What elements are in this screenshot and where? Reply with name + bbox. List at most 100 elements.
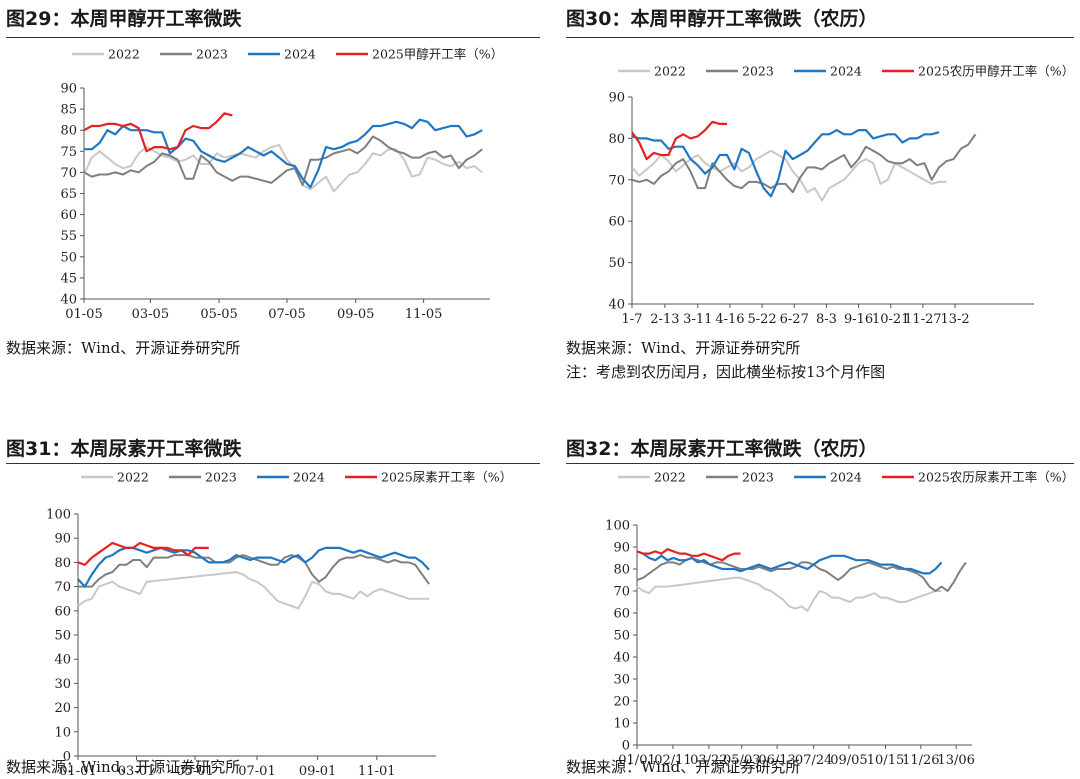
title-rule [6, 463, 540, 464]
series-line-2023 [83, 135, 483, 187]
series-line-2025 [77, 541, 209, 566]
chart-fig29: 40 45 50 55 60 65 70 75 80 85 90 01-05 03-05 05-05 07-… [60, 47, 503, 323]
y-tick-label: 60 [60, 208, 77, 223]
chart-fig31: 0 10 20 30 40 50 60 70 80 90 100 01-01 03-01 05-01 07-… [46, 470, 512, 779]
source-note: 数据来源：Wind、开源证券研究所 [6, 758, 241, 776]
legend-entry: 2022 [108, 47, 140, 62]
y-tick-label: 90 [54, 532, 71, 547]
x-tick-label: 6-27 [780, 312, 809, 327]
y-tick-label: 100 [605, 519, 630, 534]
y-tick-label: 0 [63, 750, 71, 765]
x-tick-label: 01/01 [618, 753, 655, 768]
x-tick-label: 3-11 [683, 312, 712, 327]
chart-title: 图29：本周甲醇开工率微跌 [6, 8, 242, 30]
y-tick-label: 30 [54, 677, 71, 692]
chart-title: 图30：本周甲醇开工率微跌（农历） [566, 8, 878, 30]
x-tick-label: 02/11 [654, 753, 691, 768]
legend-entry: 2024 [830, 64, 862, 79]
x-tick-label: 1-7 [622, 312, 643, 327]
y-tick-label: 80 [608, 132, 625, 147]
legend-entry: 2024 [284, 47, 316, 62]
chart-fig32: 0 10 20 30 40 50 60 70 80 90 100 01/0102/1103/2205/… [605, 470, 1074, 769]
legend-entry: 2025农历甲醇开工率（%） [918, 64, 1074, 79]
footnote: 注：考虑到农历闰月，因此横坐标按13个月作图 [566, 363, 886, 381]
legend-entry: 2023 [742, 64, 774, 79]
x-tick-label: 03-01 [118, 764, 155, 779]
legend-entry: 2022 [654, 470, 686, 485]
title-rule [566, 463, 1074, 464]
y-tick-label: 70 [608, 173, 625, 188]
x-tick-label: 03-05 [132, 307, 169, 322]
x-tick-label: 10/15 [867, 753, 904, 768]
y-tick-label: 100 [46, 508, 71, 523]
y-tick-label: 50 [54, 629, 71, 644]
y-tick-label: 70 [613, 585, 630, 600]
x-tick-label: 05/03 [723, 753, 760, 768]
y-tick-label: 55 [60, 229, 77, 244]
legend-entry: 2022 [117, 470, 149, 485]
x-tick-label: 05-05 [200, 307, 237, 322]
x-tick-label: 8-3 [816, 312, 837, 327]
x-tick-label: 4-16 [715, 312, 744, 327]
series-line-2023 [636, 557, 967, 592]
x-tick-label: 06/13 [758, 753, 795, 768]
y-tick-label: 60 [613, 607, 630, 622]
y-tick-label: 60 [54, 604, 71, 619]
x-tick-label: 07/24 [795, 753, 832, 768]
series-line-2024 [636, 550, 943, 575]
chart-title: 图32：本周尿素开工率微跌（农历） [566, 438, 878, 460]
x-tick-label: 09/05 [830, 753, 867, 768]
source-note: 数据来源：Wind、开源证券研究所 [566, 758, 801, 776]
y-tick-label: 65 [60, 187, 77, 202]
legend-entry: 2023 [205, 470, 237, 485]
y-tick-label: 40 [613, 651, 630, 666]
y-tick-label: 80 [60, 124, 77, 139]
legend-entry: 2024 [293, 470, 325, 485]
y-tick-label: 0 [622, 739, 630, 754]
y-tick-label: 30 [613, 673, 630, 688]
y-tick-label: 20 [54, 701, 71, 716]
x-tick-label: 07-05 [268, 307, 305, 322]
y-tick-label: 50 [60, 250, 77, 265]
legend-entry: 2022 [654, 64, 686, 79]
y-tick-label: 60 [608, 215, 625, 230]
x-tick-label: 13-2 [940, 312, 969, 327]
panel-fig29: 图29：本周甲醇开工率微跌 40 45 50 55 60 65 70 75 80 85 90 01-0… [6, 0, 540, 370]
legend-entry: 2025农历尿素开工率（%） [918, 470, 1074, 485]
y-tick-label: 90 [60, 82, 77, 97]
x-tick-label: 03/22 [690, 753, 727, 768]
y-tick-label: 40 [60, 293, 77, 308]
x-tick-label: 05-01 [176, 764, 213, 779]
y-tick-label: 40 [54, 653, 71, 668]
x-tick-label: 01-05 [65, 307, 102, 322]
panel-fig32: 图32：本周尿素开工率微跌（农历） 0 10 20 30 40 50 60 70 80 90 100… [566, 430, 1080, 779]
legend-entry: 2024 [830, 470, 862, 485]
title-rule [566, 37, 1074, 38]
panel-fig31: 图31：本周尿素开工率微跌 0 10 20 30 40 50 60 70 80 90 100 01-0… [6, 430, 540, 779]
series-line-2025 [636, 548, 741, 562]
series-line-2024 [631, 128, 940, 198]
x-tick-label: 13/06 [937, 753, 974, 768]
y-tick-label: 50 [608, 256, 625, 271]
legend-entry: 2025甲醇开工率（%） [372, 47, 503, 62]
chart-title: 图31：本周尿素开工率微跌 [6, 438, 242, 460]
legend-entry: 2025尿素开工率（%） [381, 470, 512, 485]
y-tick-label: 80 [54, 556, 71, 571]
y-tick-label: 70 [60, 166, 77, 181]
series-line-2022 [636, 576, 942, 612]
y-tick-label: 10 [54, 725, 71, 740]
y-tick-label: 85 [60, 103, 77, 118]
series-line-2022 [77, 571, 430, 610]
x-tick-label: 5-22 [747, 312, 776, 327]
chart-fig30: 40 50 60 70 80 90 1-7 2-13 3-11 4-16 5-22 6-27 8-3 9-… [608, 64, 1074, 328]
y-tick-label: 70 [54, 580, 71, 595]
y-tick-label: 90 [608, 91, 625, 106]
y-tick-label: 40 [608, 298, 625, 313]
x-tick-label: 09-01 [299, 764, 336, 779]
x-tick-label: 9-16 [844, 312, 873, 327]
y-tick-label: 50 [613, 629, 630, 644]
panel-fig30: 图30：本周甲醇开工率微跌（农历） 40 50 60 70 80 90 1-7 2-13 3-1… [566, 0, 1080, 390]
y-tick-label: 10 [613, 717, 630, 732]
series-line-2025 [631, 120, 727, 161]
legend-entry: 2023 [196, 47, 228, 62]
